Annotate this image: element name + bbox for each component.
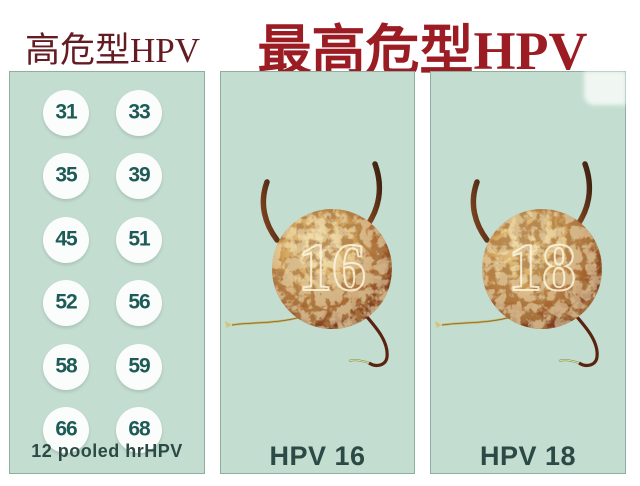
svg-text:18: 18 [508, 229, 576, 305]
svg-text:16: 16 [298, 229, 366, 305]
